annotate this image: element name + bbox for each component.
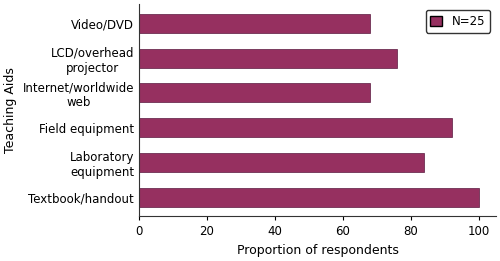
Bar <box>139 153 424 172</box>
Bar <box>139 14 370 33</box>
Bar <box>139 118 452 137</box>
X-axis label: Proportion of respondents: Proportion of respondents <box>236 244 398 257</box>
Bar <box>139 83 370 102</box>
Bar <box>139 49 398 68</box>
Legend: N=25: N=25 <box>426 10 490 33</box>
Y-axis label: Teaching Aids: Teaching Aids <box>4 67 17 153</box>
Bar <box>139 187 479 207</box>
